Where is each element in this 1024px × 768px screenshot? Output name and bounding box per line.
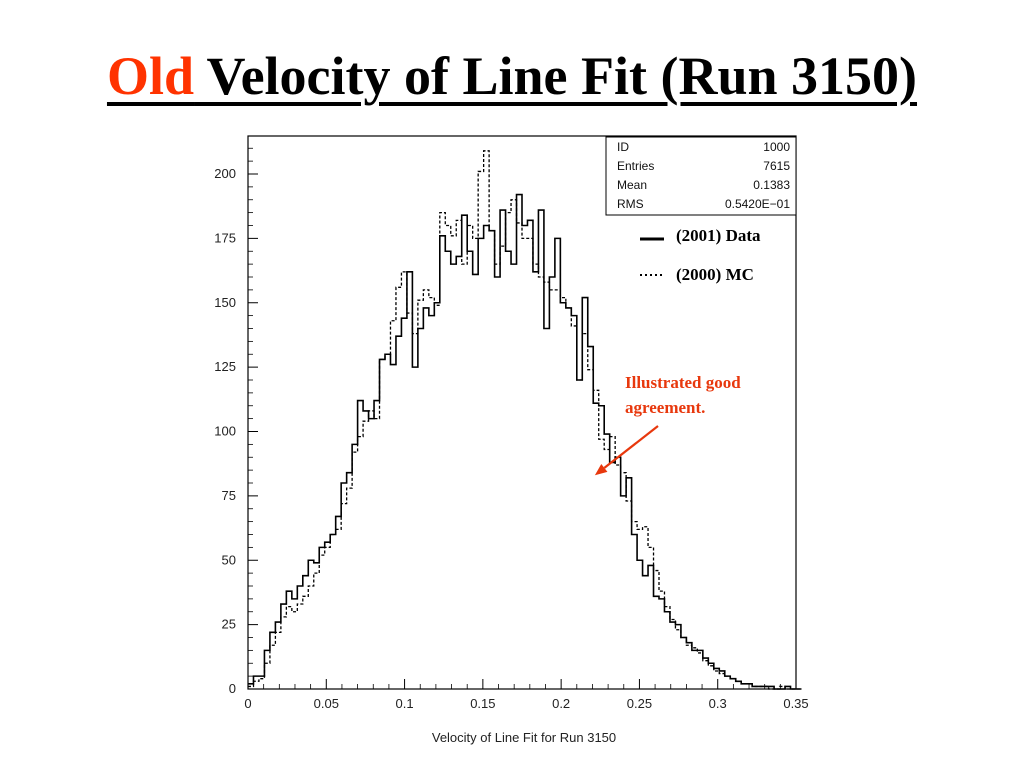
legend: (2001) Data (2000) MC	[640, 226, 761, 284]
annotation-text-line1: Illustrated good	[625, 373, 741, 392]
stats-value-entries: 7615	[763, 159, 790, 173]
x-tick-label: 0.05	[314, 696, 339, 711]
annotation-arrowhead	[594, 463, 608, 476]
y-tick-label: 50	[222, 552, 236, 567]
legend-label-mc: (2000) MC	[676, 265, 754, 284]
y-tick-label: 200	[214, 166, 236, 181]
x-axis: 0 0.05 0.1 0.15 0.2 0.25 0.3 0.35	[244, 679, 809, 711]
x-tick-label: 0.25	[627, 696, 652, 711]
stats-value-rms: 0.5420E−01	[725, 197, 790, 211]
series-data-step-line	[248, 193, 802, 690]
x-tick-label: 0	[244, 696, 251, 711]
x-tick-label: 0.35	[783, 696, 808, 711]
annotation-text-line2: agreement.	[625, 398, 705, 417]
x-tick-label: 0.3	[709, 696, 727, 711]
annotation: Illustrated good agreement.	[594, 373, 741, 476]
x-tick-label: 0.2	[552, 696, 570, 711]
x-axis-label: Velocity of Line Fit for Run 3150	[432, 730, 616, 745]
y-tick-label: 75	[222, 488, 236, 503]
plot-frame	[247, 135, 797, 690]
series-mc-step-line	[248, 150, 802, 690]
stats-label-entries: Entries	[617, 159, 654, 173]
stats-value-id: 1000	[763, 140, 790, 154]
y-axis: 0 25 50 75 100 125 150 175 200	[214, 147, 258, 696]
stats-box: ID 1000 Entries 7615 Mean 0.1383 RMS 0.5…	[605, 136, 797, 216]
stats-value-mean: 0.1383	[753, 178, 790, 192]
y-tick-label: 125	[214, 359, 236, 374]
series-layer	[248, 150, 802, 690]
y-tick-label: 100	[214, 424, 236, 439]
stats-label-rms: RMS	[617, 197, 644, 211]
slide-title-main: Velocity of Line Fit (Run 3150)	[194, 46, 918, 106]
y-tick-label: 0	[229, 681, 236, 696]
y-tick-label: 175	[214, 230, 236, 245]
stats-label-mean: Mean	[617, 178, 647, 192]
legend-label-data: (2001) Data	[676, 226, 761, 245]
slide-title: Old Velocity of Line Fit (Run 3150)	[0, 44, 1024, 108]
stats-label-id: ID	[617, 140, 629, 154]
stats-box-frame	[605, 136, 797, 216]
x-tick-label: 0.15	[470, 696, 495, 711]
slide-title-accent: Old	[106, 46, 195, 106]
y-tick-label: 25	[222, 617, 236, 632]
y-tick-label: 150	[214, 295, 236, 310]
annotation-arrow	[603, 425, 659, 469]
x-tick-label: 0.1	[396, 696, 414, 711]
